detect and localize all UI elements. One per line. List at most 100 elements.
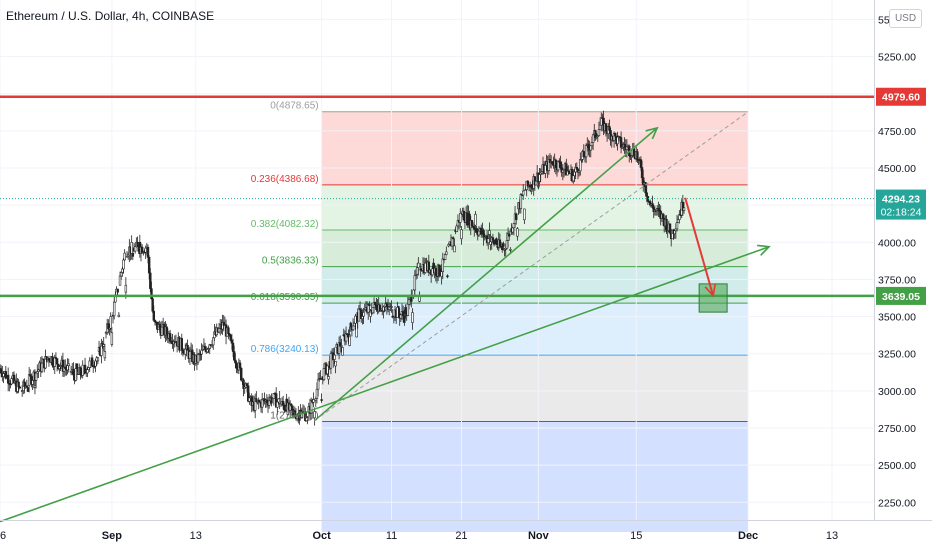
- candle: [474, 213, 477, 226]
- candle: [528, 185, 532, 188]
- candle: [378, 304, 382, 312]
- candle: [188, 351, 192, 359]
- candle: [165, 326, 168, 335]
- candle: [67, 363, 70, 367]
- candle: [519, 194, 523, 209]
- candle: [460, 229, 463, 240]
- candle: [267, 400, 271, 406]
- candle: [455, 225, 458, 232]
- candle: [26, 387, 30, 392]
- candle: [413, 275, 417, 291]
- candle: [152, 310, 156, 321]
- fib-band: [321, 355, 749, 422]
- candle: [180, 338, 183, 351]
- candle: [83, 364, 87, 370]
- candle: [498, 239, 502, 247]
- candle: [245, 383, 249, 387]
- candle: [411, 312, 414, 323]
- candle: [407, 299, 411, 305]
- candle: [582, 151, 585, 158]
- candle: [316, 379, 320, 390]
- candle: [445, 251, 448, 255]
- candle: [136, 241, 139, 246]
- price-tick-label: 2750.00: [878, 423, 916, 435]
- candle: [94, 360, 97, 367]
- fib-band: [321, 111, 749, 185]
- candle: [4, 371, 8, 379]
- candle: [33, 385, 37, 388]
- candle: [333, 354, 336, 360]
- fib-band: [321, 230, 749, 267]
- time-tick-label: Sep: [102, 530, 122, 542]
- candle: [494, 243, 497, 245]
- candle: [240, 367, 243, 381]
- trend-line: [314, 127, 658, 422]
- price-axis[interactable]: [874, 0, 932, 520]
- candle: [329, 353, 333, 369]
- candle: [327, 376, 330, 380]
- candle: [305, 417, 308, 421]
- candle: [368, 304, 371, 307]
- candle: [86, 369, 89, 374]
- candle: [291, 405, 294, 411]
- current-price-label: 4294.23: [882, 194, 920, 206]
- candle: [676, 219, 680, 223]
- candle: [233, 351, 236, 361]
- candle: [636, 151, 639, 160]
- candle: [651, 203, 654, 208]
- candle: [149, 272, 152, 289]
- candle: [675, 222, 679, 230]
- candle: [238, 362, 242, 369]
- candle: [112, 301, 116, 317]
- candle: [389, 306, 392, 308]
- candle: [403, 315, 406, 323]
- candle: [168, 333, 172, 342]
- price-axis-badge: [876, 87, 926, 106]
- candle: [351, 325, 355, 331]
- candle: [522, 190, 525, 196]
- candle: [673, 230, 676, 235]
- candle: [10, 378, 13, 385]
- candle: [322, 368, 326, 381]
- candle: [453, 245, 456, 253]
- fib-level-label: 0.382(4082.32): [251, 219, 319, 230]
- candle: [371, 307, 375, 314]
- candle: [34, 372, 38, 381]
- candle: [509, 249, 512, 251]
- fib-level-label: 0.236(4386.68): [251, 174, 319, 185]
- candle: [462, 210, 465, 221]
- candle: [117, 314, 121, 317]
- candle: [55, 358, 59, 365]
- candle: [347, 333, 350, 338]
- price-tick-label: 3250.00: [878, 349, 916, 361]
- candle: [554, 159, 558, 169]
- candle: [645, 192, 648, 197]
- candle: [382, 306, 385, 312]
- candle: [623, 143, 626, 148]
- time-axis[interactable]: [0, 520, 932, 551]
- price-tick-label: 2250.00: [878, 497, 916, 509]
- candle: [415, 267, 419, 275]
- candle: [488, 230, 491, 235]
- currency-button[interactable]: USD: [889, 9, 922, 28]
- candle: [147, 257, 151, 274]
- candle: [538, 174, 541, 182]
- candle: [276, 401, 279, 408]
- chart-title: Ethereum / U.S. Dollar, 4h, COINBASE: [6, 9, 215, 23]
- candle: [396, 307, 399, 318]
- candle: [640, 167, 644, 178]
- time-tick-label: 21: [455, 530, 467, 542]
- candle: [81, 364, 84, 376]
- candle: [470, 220, 474, 227]
- candle: [184, 348, 187, 355]
- candle: [385, 303, 389, 307]
- candle: [123, 252, 126, 261]
- candle: [326, 365, 329, 375]
- candle: [260, 398, 264, 408]
- candle: [144, 247, 147, 253]
- candle: [0, 368, 3, 374]
- candle: [559, 161, 562, 169]
- candle: [227, 327, 230, 335]
